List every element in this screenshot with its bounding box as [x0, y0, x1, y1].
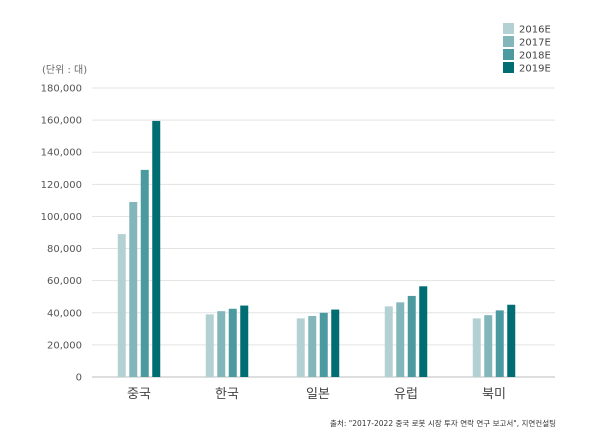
bar-2019E-유럽 [419, 286, 428, 377]
bar-2018E-북미 [495, 310, 504, 377]
gridlines [92, 87, 555, 378]
x-tick-label: 북미 [482, 387, 506, 402]
y-tick-label: 40,000 [47, 308, 82, 319]
bar-2018E-중국 [140, 169, 149, 377]
legend-label: 2016E [519, 25, 551, 36]
y-tick-label: 100,000 [41, 212, 82, 223]
y-tick-label: 80,000 [47, 244, 82, 255]
unit-label: (단위 : 대) [42, 63, 87, 76]
bars [117, 120, 516, 378]
bar-2016E-한국 [205, 314, 214, 377]
bar-2017E-일본 [308, 315, 317, 377]
y-tick-label: 180,000 [41, 84, 82, 95]
y-tick-label: 20,000 [47, 340, 82, 351]
bar-2019E-한국 [240, 305, 249, 377]
bar-2019E-중국 [152, 120, 161, 378]
bar-2016E-북미 [472, 318, 481, 377]
x-tick-label: 한국 [215, 387, 239, 402]
bar-2018E-한국 [228, 308, 237, 377]
bar-2016E-중국 [117, 234, 126, 377]
bar-2019E-일본 [331, 309, 340, 377]
y-tick-label: 0 [76, 373, 82, 384]
bar-2017E-한국 [217, 311, 226, 377]
y-tick-label: 160,000 [41, 116, 82, 127]
y-tick-label: 140,000 [41, 148, 82, 159]
y-axis-ticks: 0 20,000 40,000 60,000 80,000 100,000 120,000 1… [41, 84, 82, 384]
bar-2018E-일본 [319, 312, 328, 377]
legend-swatch [503, 36, 514, 47]
bar-2018E-유럽 [407, 295, 416, 377]
legend-label: 2019E [519, 64, 551, 75]
legend-swatch [503, 23, 514, 34]
y-tick-label: 60,000 [47, 276, 82, 287]
y-tick-label: 120,000 [41, 180, 82, 191]
source-note: 출처: "2017-2022 중국 로봇 시장 투자 연락 연구 보고서", 지… [330, 418, 556, 428]
bar-2016E-일본 [296, 318, 305, 377]
x-tick-label: 일본 [306, 387, 330, 402]
legend-label: 2018E [519, 51, 551, 62]
legend-label: 2017E [519, 38, 551, 49]
legend: 2016E 2017E 2018E 2019E [503, 23, 551, 75]
bar-2016E-유럽 [384, 306, 393, 377]
x-tick-label: 중국 [127, 387, 151, 402]
x-tick-label: 유럽 [394, 387, 418, 402]
legend-swatch [503, 49, 514, 60]
legend-swatch [503, 62, 514, 73]
bar-2017E-북미 [484, 315, 493, 377]
bar-2017E-중국 [129, 201, 138, 377]
x-axis-labels: 중국 한국 일본 유럽 북미 [127, 387, 506, 402]
bar-2017E-유럽 [396, 302, 405, 377]
bar-2019E-북미 [507, 304, 516, 377]
